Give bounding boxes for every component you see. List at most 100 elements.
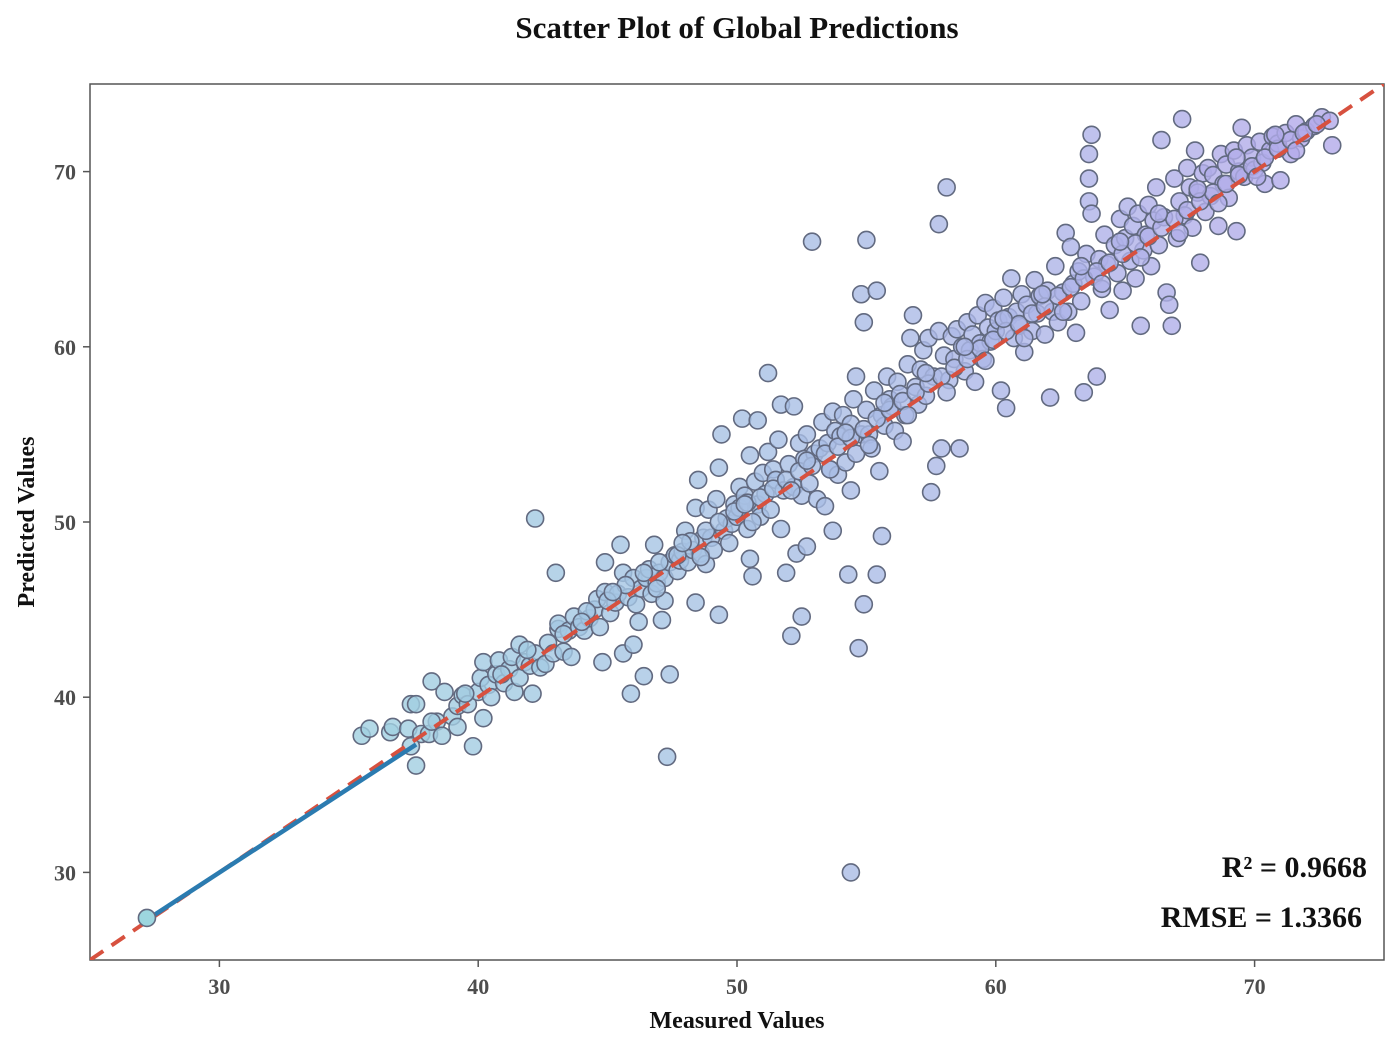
data-point [1046, 256, 1065, 276]
data-point [815, 496, 835, 516]
data-point [903, 305, 923, 325]
data-point [673, 533, 692, 553]
data-point [802, 232, 822, 251]
data-point [1002, 269, 1021, 288]
data-point [422, 712, 441, 732]
data-point [950, 439, 969, 458]
data-point [867, 565, 887, 584]
data-point [688, 470, 708, 490]
data-point [965, 372, 985, 392]
lines-layer [90, 84, 1384, 960]
data-point [1071, 291, 1091, 311]
data-point [1071, 256, 1091, 276]
data-point [844, 390, 863, 409]
data-point [1227, 221, 1246, 241]
data-point [929, 214, 949, 234]
data-point [1092, 274, 1112, 294]
data-point [1079, 169, 1099, 188]
data-point [406, 694, 426, 714]
x-tick-label: 30 [208, 974, 230, 999]
data-point [771, 519, 791, 539]
data-point [782, 626, 801, 646]
data-point [792, 607, 812, 626]
data-point [1146, 178, 1166, 197]
y-tick-label: 60 [54, 335, 76, 360]
data-point [1185, 141, 1205, 160]
data-point [823, 521, 843, 541]
x-axis: 30 40 50 60 70 [208, 960, 1266, 999]
y-tick-label: 50 [54, 510, 76, 535]
data-point [1162, 316, 1182, 336]
data-point [1152, 130, 1171, 150]
data-point [849, 638, 868, 658]
data-point [859, 435, 879, 455]
data-point [706, 489, 726, 509]
data-point [857, 230, 876, 250]
data-point [1322, 136, 1342, 155]
data-point [1178, 158, 1197, 178]
data-point [740, 446, 760, 465]
data-point [652, 610, 672, 630]
data-point [546, 563, 566, 583]
data-point [650, 552, 669, 572]
fit-line [145, 742, 418, 922]
x-axis-title: Measured Values [650, 1008, 825, 1034]
data-point [709, 605, 729, 625]
data-point [595, 552, 615, 572]
data-point [854, 595, 874, 614]
r2-annotation: R² = 0.9668 [1222, 851, 1367, 884]
data-point [1079, 144, 1099, 164]
data-point [748, 411, 768, 430]
data-point [1209, 216, 1228, 236]
data-point [932, 439, 951, 458]
data-point [634, 666, 654, 686]
data-point [921, 482, 941, 502]
data-point [525, 509, 545, 528]
data-point [1286, 141, 1306, 160]
data-point [593, 652, 612, 672]
data-point [994, 309, 1013, 329]
data-point [991, 381, 1011, 400]
data-point [647, 579, 667, 598]
data-point [1131, 316, 1151, 336]
data-point [854, 312, 874, 332]
data-point [1266, 125, 1285, 145]
data-point [1100, 300, 1119, 320]
data-point [709, 458, 729, 477]
data-point [732, 409, 752, 428]
data-point [1110, 232, 1130, 251]
data-point [784, 397, 804, 416]
data-point [1227, 148, 1246, 167]
data-point [657, 747, 677, 767]
data-point [758, 363, 778, 383]
x-tick-label: 40 [467, 974, 489, 999]
data-point [851, 284, 871, 304]
data-point [763, 479, 783, 499]
data-point [383, 717, 403, 737]
data-point [901, 328, 920, 348]
data-point [474, 652, 493, 672]
data-point [474, 708, 493, 728]
data-point [603, 582, 623, 602]
data-point [1165, 169, 1184, 188]
data-point [709, 512, 729, 532]
data-point [769, 430, 788, 449]
data-point [1172, 109, 1192, 129]
data-point [455, 684, 475, 703]
x-tick-label: 70 [1244, 974, 1266, 999]
data-point [406, 756, 426, 775]
data-point [776, 563, 796, 583]
x-tick-label: 50 [726, 974, 748, 999]
data-point [1082, 204, 1101, 223]
data-point [898, 405, 918, 425]
data-point [740, 549, 760, 569]
data-point [621, 684, 641, 703]
data-point [870, 461, 889, 481]
data-point [841, 863, 861, 882]
data-point [719, 533, 739, 553]
data-point [1126, 269, 1145, 288]
data-point [137, 908, 157, 928]
data-point [1149, 204, 1169, 223]
data-point [1066, 323, 1086, 343]
